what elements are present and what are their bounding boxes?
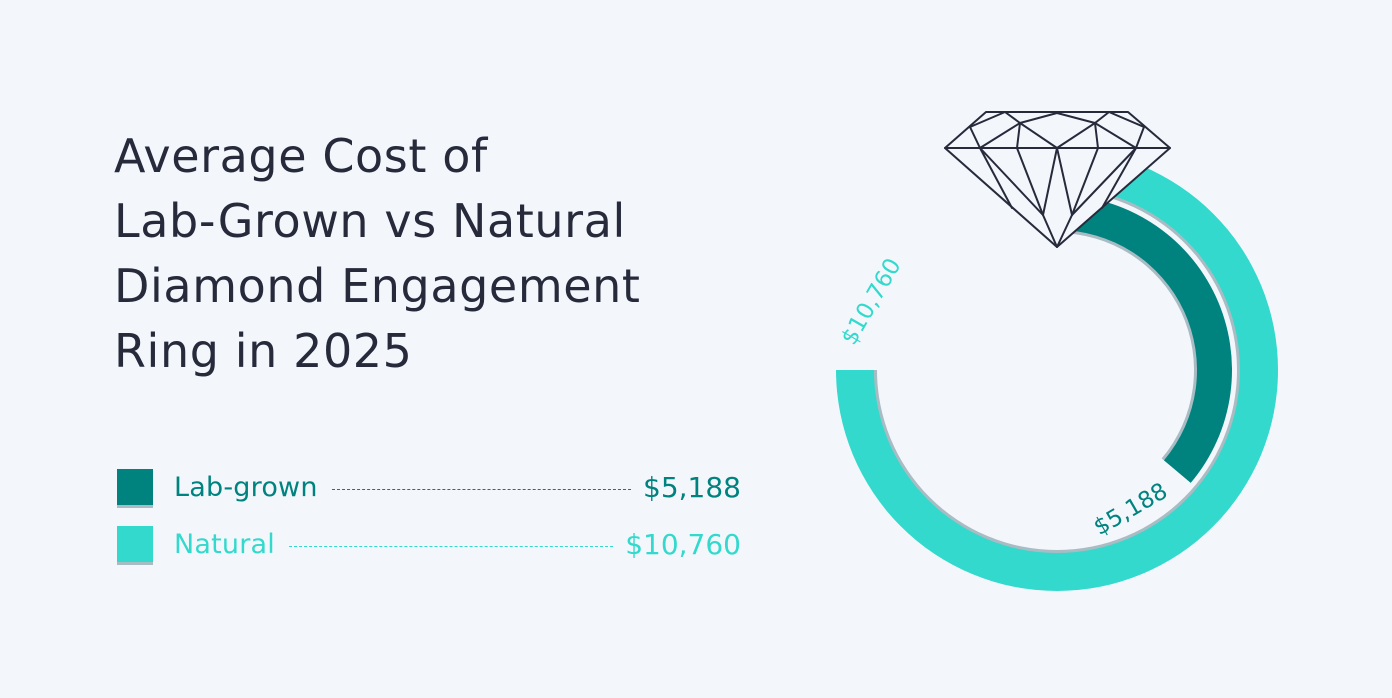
- legend-label: Natural: [174, 528, 275, 560]
- legend-item-lab-grown: Lab-grown $5,188: [117, 469, 741, 505]
- title-line-4: Ring in 2025: [114, 324, 413, 378]
- legend: Lab-grown $5,188 Natural $10,760: [117, 469, 741, 583]
- natural-swatch: [117, 526, 153, 562]
- legend-item-natural: Natural $10,760: [117, 526, 741, 562]
- lab-grown-swatch: [117, 469, 153, 505]
- legend-label: Lab-grown: [174, 471, 318, 503]
- dotted-leader: [289, 545, 614, 547]
- lab-grown-arc: [1057, 195, 1232, 483]
- legend-value: $10,760: [625, 527, 741, 561]
- title-line-1: Average Cost of: [114, 129, 488, 183]
- diamond-icon: [944, 111, 1171, 248]
- title-line-2: Lab-Grown vs Natural: [114, 194, 626, 248]
- title-line-3: Diamond Engagement: [114, 259, 641, 313]
- chart-title: Average Cost of Lab-Grown vs Natural Dia…: [114, 124, 641, 384]
- dotted-leader: [331, 488, 632, 490]
- legend-value: $5,188: [643, 470, 741, 504]
- natural-arc-label: $10,760: [837, 254, 907, 349]
